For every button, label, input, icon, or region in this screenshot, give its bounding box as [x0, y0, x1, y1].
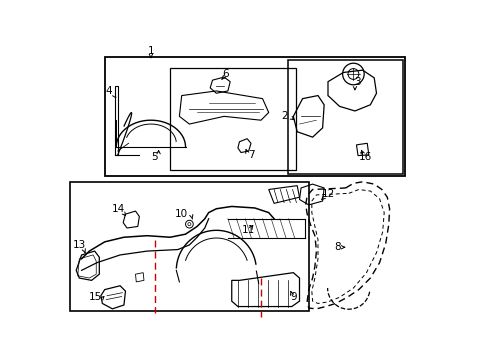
Bar [70, 182, 308, 311]
Text: 14: 14 [112, 204, 125, 214]
Text: 12: 12 [321, 189, 334, 199]
Text: 9: 9 [289, 292, 296, 302]
Text: 6: 6 [222, 69, 228, 79]
Text: 7: 7 [247, 150, 254, 160]
Text: 13: 13 [73, 240, 86, 250]
Text: 1: 1 [147, 46, 154, 56]
Bar [287, 60, 403, 174]
Text: 8: 8 [333, 242, 340, 252]
Text: 2: 2 [280, 111, 287, 121]
Bar [104, 57, 404, 176]
Text: 4: 4 [105, 86, 112, 96]
Text: 10: 10 [175, 209, 188, 219]
Text: 15: 15 [89, 292, 102, 302]
Text: 3: 3 [353, 77, 360, 87]
Text: 11: 11 [242, 225, 255, 235]
Text: 5: 5 [151, 152, 158, 162]
Bar [170, 68, 295, 170]
Text: 16: 16 [358, 152, 371, 162]
